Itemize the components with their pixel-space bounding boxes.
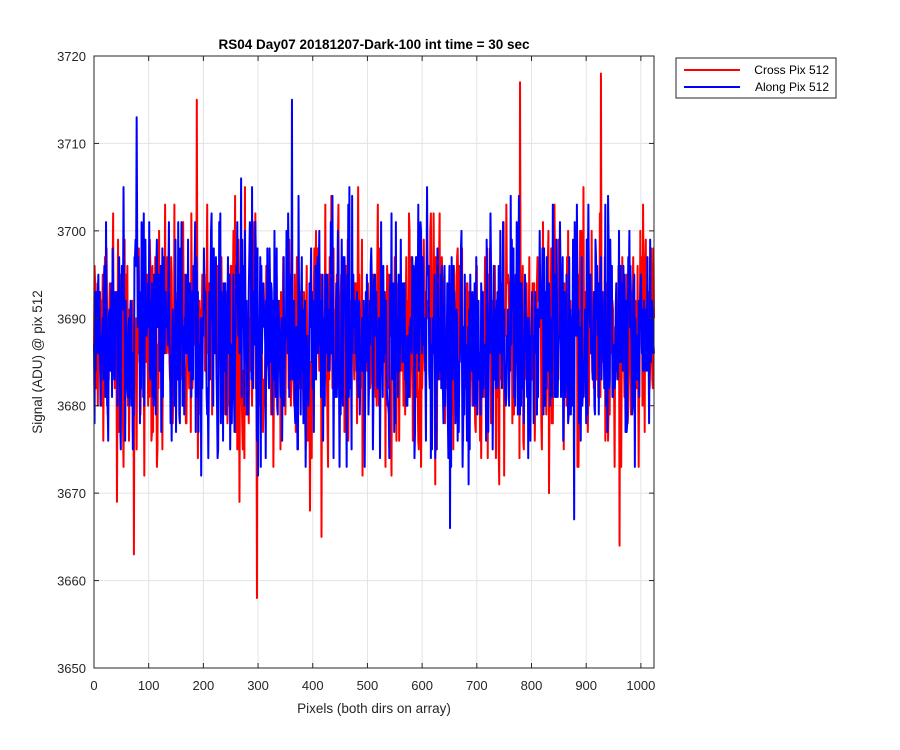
ticks: 0 100 200 300 400 500 600 700 800 900 1000 3650 3660… [57, 49, 655, 693]
x-tick-label: 0 [90, 678, 97, 693]
chart-title: RS04 Day07 20181207-Dark-100 int time = … [218, 37, 530, 52]
x-tick-label: 1000 [626, 678, 655, 693]
y-tick-label: 3650 [57, 661, 86, 676]
y-tick-label: 3660 [57, 574, 86, 589]
x-tick-label: 900 [575, 678, 597, 693]
y-tick-label: 3710 [57, 136, 86, 151]
legend: Cross Pix 512 Along Pix 512 [675, 57, 837, 99]
x-tick-label: 100 [138, 678, 160, 693]
plot-frame [93, 55, 655, 669]
y-tick-label: 3670 [57, 486, 86, 501]
y-tick-label: 3680 [57, 399, 86, 414]
x-tick-label: 200 [193, 678, 215, 693]
series-layer [93, 72, 655, 600]
legend-label-along: Along Pix 512 [755, 80, 829, 94]
x-tick-label: 800 [521, 678, 543, 693]
y-tick-label: 3700 [57, 224, 86, 239]
y-axis-label: Signal (ADU) @ pix 512 [30, 290, 45, 434]
legend-box [675, 57, 837, 99]
x-axis-label: Pixels (both dirs on array) [297, 701, 451, 716]
x-tick-label: 400 [302, 678, 324, 693]
y-tick-label: 3690 [57, 311, 86, 326]
x-tick-label: 300 [247, 678, 269, 693]
x-tick-label: 700 [466, 678, 488, 693]
legend-label-cross: Cross Pix 512 [754, 63, 829, 77]
series-line-1 [93, 98, 655, 530]
x-tick-label: 600 [411, 678, 433, 693]
y-tick-label: 3720 [57, 49, 86, 64]
x-tick-label: 500 [357, 678, 379, 693]
